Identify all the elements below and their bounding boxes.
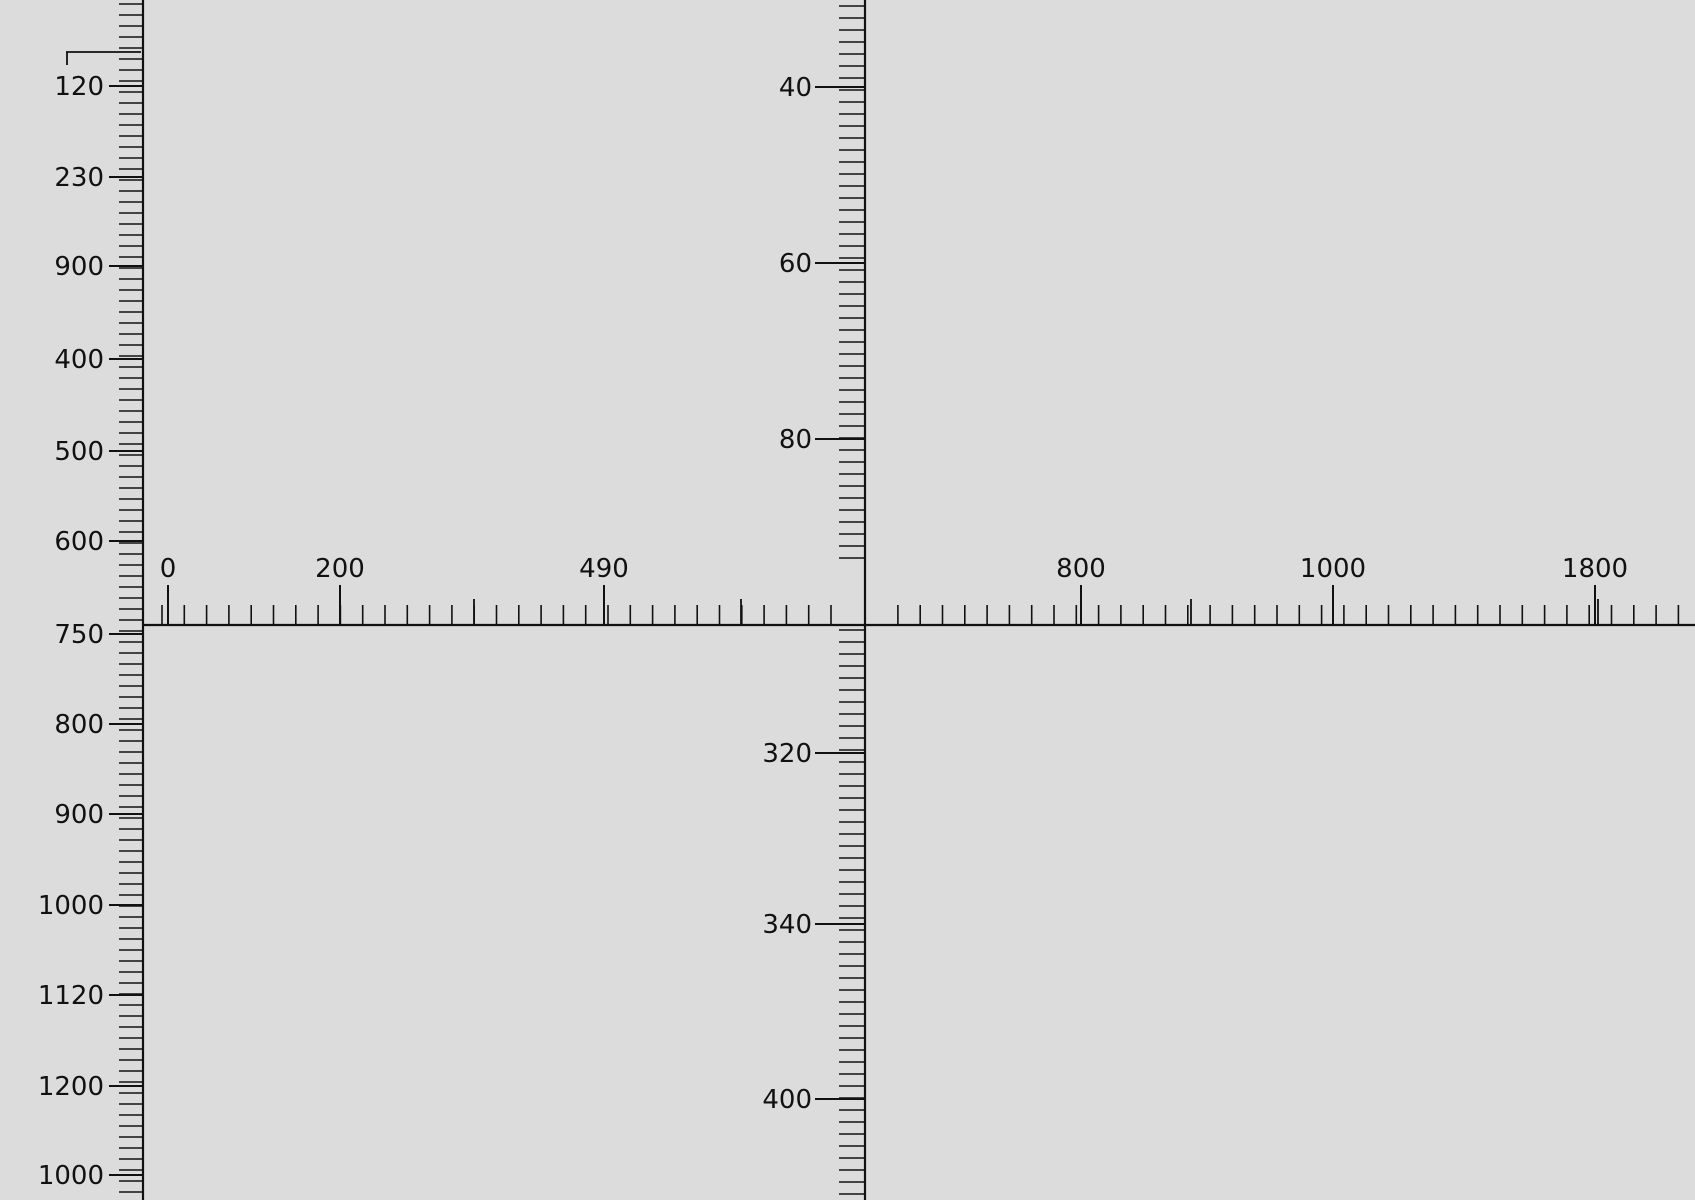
horizontal-ruler-label: 1000 (1300, 554, 1366, 584)
left-ruler-label: 600 (54, 527, 104, 557)
left-ruler-label: 750 (54, 620, 104, 650)
left-ruler-label: 900 (54, 800, 104, 830)
horizontal-ruler-label: 800 (1056, 554, 1106, 584)
center-ruler-lower-label: 340 (762, 910, 812, 940)
left-ruler-label: 900 (54, 252, 104, 282)
left-ruler-label: 1200 (38, 1072, 104, 1102)
horizontal-ruler-label: 490 (579, 554, 629, 584)
horizontal-ruler-label: 200 (315, 554, 365, 584)
left-ruler-label: 1000 (38, 891, 104, 921)
left-ruler-label: 120 (54, 72, 104, 102)
center-ruler-lower-label: 320 (762, 739, 812, 769)
center-ruler-lower-label: 400 (762, 1085, 812, 1115)
left-ruler-label: 1000 (38, 1161, 104, 1191)
left-ruler-label: 800 (54, 710, 104, 740)
ruler-labels: 1202309004005006007508009001000112012001… (38, 72, 1628, 1191)
horizontal-ruler-label: 0 (160, 554, 177, 584)
left-ruler-label: 400 (54, 345, 104, 375)
left-ruler-label: 500 (54, 437, 104, 467)
left-ruler-label: 230 (54, 163, 104, 193)
left-ruler-label: 1120 (38, 981, 104, 1011)
center-ruler-upper-label: 60 (779, 249, 812, 279)
tick-marks (109, 3, 1680, 1195)
horizontal-ruler-label: 1800 (1562, 554, 1628, 584)
center-ruler-upper-label: 80 (779, 425, 812, 455)
center-ruler-upper-label: 40 (779, 73, 812, 103)
